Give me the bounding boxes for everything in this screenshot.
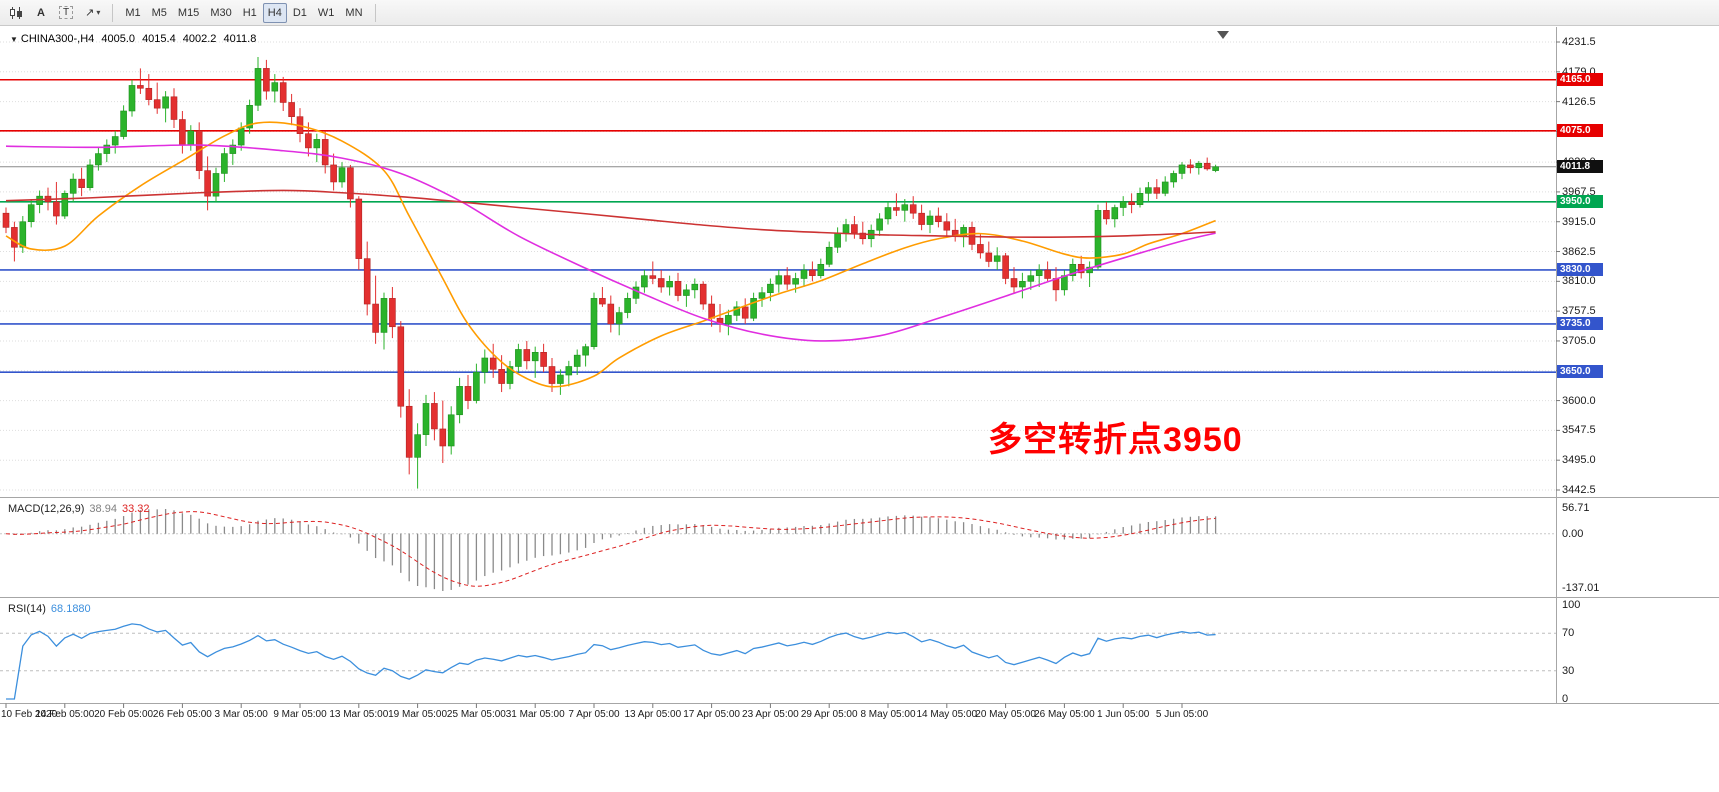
text-tool-button[interactable]: T — [54, 3, 78, 23]
time-axis-label: 3 Mar 05:00 — [214, 709, 268, 720]
time-axis-label: 5 Jun 05:00 — [1155, 709, 1209, 720]
rsi-axis-label: 70 — [1562, 627, 1575, 640]
trendline-tool-icon: ↗ — [85, 7, 95, 19]
price-tick-label: 3547.5 — [1562, 424, 1596, 437]
timeframe-button-h1[interactable]: H1 — [242, 6, 257, 19]
time-axis-label: 31 Mar 05:00 — [505, 709, 565, 720]
time-axis-label: 1 Jun 05:00 — [1097, 709, 1150, 720]
main-chart-layer — [0, 41, 1556, 491]
rsi-value: 68.1880 — [50, 603, 91, 615]
chart-shift-marker[interactable] — [1217, 31, 1229, 39]
drawing-tools-dropdown[interactable]: ↗ ▾ — [80, 3, 105, 23]
price-tag-3650.0: 3650.0 — [1557, 365, 1603, 379]
timeframe-button-h4[interactable]: H4 — [262, 2, 287, 23]
price-tick-label: 3600.0 — [1562, 394, 1596, 407]
macd-axis-max: 56.71 — [1562, 502, 1590, 514]
time-axis-label: 26 Feb 05:00 — [152, 709, 212, 720]
rsi-name: RSI(14) — [8, 603, 46, 615]
symbol-period-label: CHINA300-,H4 — [20, 33, 95, 45]
ohlc-low: 4002.2 — [182, 33, 217, 45]
timeframe-button-m1[interactable]: M1 — [125, 6, 141, 19]
price-tag-3830.0: 3830.0 — [1557, 262, 1603, 276]
text-tool-glyph: T — [59, 6, 74, 19]
time-axis-label: 23 Apr 05:00 — [742, 709, 799, 720]
timeframe-button-mn[interactable]: MN — [345, 6, 363, 19]
ohlc-open: 4005.0 — [101, 33, 135, 45]
price-tag-3950.0: 3950.0 — [1557, 194, 1603, 208]
ma-line-mid-magenta — [5, 144, 1216, 342]
panel-separator-rsi[interactable] — [0, 594, 1719, 601]
price-tick-label: 3757.5 — [1562, 305, 1596, 318]
rsi-axis-label: 30 — [1562, 664, 1575, 677]
time-axis-label: 14 Feb 05:00 — [35, 709, 95, 720]
macd-name: MACD(12,26,9) — [8, 503, 85, 515]
timeframe-group: M1 M5 M15 M30 H1 H4 D1 W1 MN — [120, 2, 367, 23]
rsi-axis-label: 100 — [1562, 599, 1581, 611]
macd-indicator-label: MACD(12,26,9) 38.94 33.32 — [8, 503, 154, 515]
timeframe-button-d1[interactable]: D1 — [292, 6, 307, 19]
rsi-layer — [0, 623, 1556, 700]
chevron-down-icon: ▾ — [96, 8, 101, 17]
macd-layer — [0, 509, 1556, 591]
time-axis-label: 13 Apr 05:00 — [624, 709, 682, 720]
time-axis-label: 29 Apr 05:00 — [800, 709, 858, 720]
rsi-axis-label: 0 — [1562, 693, 1569, 705]
macd-axis-min: -137.01 — [1562, 582, 1600, 594]
price-tick-label: 3495.0 — [1562, 454, 1596, 467]
chart-title: ▼ CHINA300-,H4 4005.0 4015.4 4002.2 4011.… — [10, 33, 260, 45]
time-axis-label: 17 Apr 05:00 — [683, 709, 740, 720]
price-tick-label: 3862.5 — [1562, 245, 1596, 258]
price-tag-4165.0: 4165.0 — [1557, 72, 1603, 86]
ohlc-close: 4011.8 — [223, 33, 257, 45]
font-tool-button[interactable]: A — [37, 6, 45, 19]
time-axis-label: 19 Mar 05:00 — [388, 709, 448, 720]
time-axis-label: 7 Apr 05:00 — [568, 709, 620, 720]
time-axis-label: 25 Mar 05:00 — [446, 709, 506, 720]
price-tick-label: 4231.5 — [1562, 36, 1596, 48]
ohlc-high: 4015.4 — [142, 33, 176, 45]
time-axis-label: 9 Mar 05:00 — [273, 709, 327, 720]
toolbar-separator — [374, 3, 376, 22]
toolbar: A T ↗ ▾ M1 M5 M15 M30 H1 H4 D1 W1 MN — [0, 0, 1719, 26]
price-tick-label: 3915.0 — [1562, 215, 1596, 228]
panel-separator-macd[interactable] — [0, 494, 1719, 501]
time-axis-label: 10 Feb 2020 — [1, 709, 58, 720]
timeframe-button-m5[interactable]: M5 — [151, 6, 167, 19]
time-axis-label: 20 Feb 05:00 — [94, 709, 154, 720]
macd-axis-zero: 0.00 — [1562, 527, 1584, 540]
toolbar-separator — [112, 3, 114, 22]
chart-annotation-text[interactable]: 多空转折点3950 — [988, 421, 1243, 459]
price-tick-label: 3810.0 — [1562, 275, 1596, 288]
timeframe-button-m30[interactable]: M30 — [210, 6, 232, 19]
time-axis-label: 20 May 05:00 — [975, 709, 1036, 720]
price-tag-4011.8: 4011.8 — [1557, 159, 1603, 173]
price-tick-label: 4126.5 — [1562, 95, 1596, 108]
macd-main-value: 38.94 — [89, 503, 117, 515]
timeframe-button-w1[interactable]: W1 — [317, 6, 335, 19]
time-axis-label: 26 May 05:00 — [1034, 709, 1095, 720]
timeframe-button-m15[interactable]: M15 — [177, 6, 200, 19]
time-axis-label: 13 Mar 05:00 — [329, 709, 389, 720]
price-tick-label: 3705.0 — [1562, 334, 1596, 347]
ma-line-fast-orange — [5, 121, 1216, 388]
ma-line-slow-red — [5, 189, 1216, 238]
macd-signal-value: 33.32 — [121, 503, 150, 515]
time-axis-label: 14 May 05:00 — [916, 709, 978, 720]
candlestick-chart-icon — [10, 6, 22, 19]
price-tick-label: 3442.5 — [1562, 484, 1596, 496]
rsi-indicator-label: RSI(14) 68.1880 — [8, 603, 96, 615]
time-axis-label: 8 May 05:00 — [860, 709, 916, 720]
price-tag-4075.0: 4075.0 — [1557, 123, 1603, 137]
price-tag-3735.0: 3735.0 — [1557, 316, 1603, 330]
chart-type-button[interactable] — [4, 3, 28, 23]
symbol-dropdown-icon[interactable]: ▼ — [10, 35, 18, 44]
